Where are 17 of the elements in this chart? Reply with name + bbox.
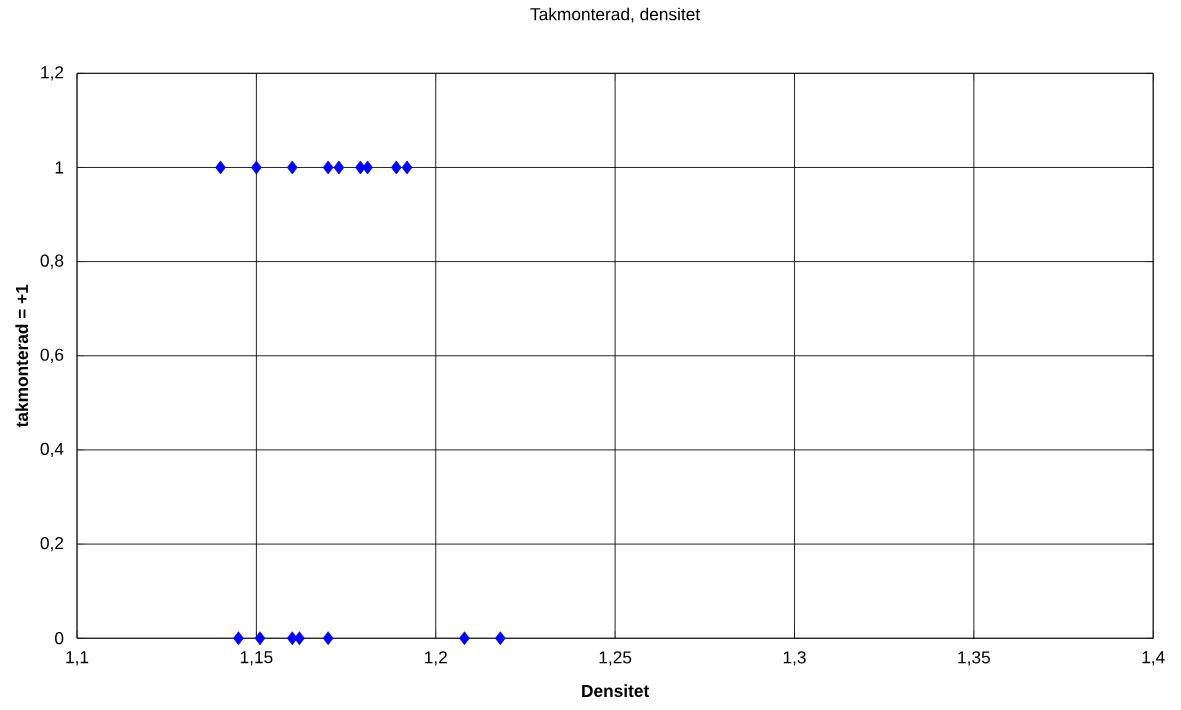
x-tick-label: 1,2 <box>425 651 447 666</box>
x-tick-label: 1,25 <box>599 651 632 666</box>
y-tick-label: 0,2 <box>40 536 64 552</box>
x-tick-label: 1,4 <box>1142 651 1165 666</box>
y-tick-label: 0 <box>55 632 64 645</box>
x-tick-label: 1,3 <box>783 651 806 666</box>
y-tick-label: 0,8 <box>40 254 64 269</box>
x-tick-label: 1,1 <box>66 651 89 666</box>
chart-title: Takmonterad, densitet <box>530 7 701 23</box>
x-tick-label: 1,15 <box>240 651 273 666</box>
y-axis-title: takmonterad = +1 <box>15 284 29 428</box>
x-axis-title: Densitet <box>582 684 650 698</box>
x-tick-label: 1,35 <box>958 651 990 666</box>
y-tick-label: 1 <box>55 161 64 174</box>
y-tick-label: 0,4 <box>40 442 64 458</box>
y-tick-label: 0,6 <box>40 348 64 363</box>
y-tick-label: 1,2 <box>41 66 64 81</box>
